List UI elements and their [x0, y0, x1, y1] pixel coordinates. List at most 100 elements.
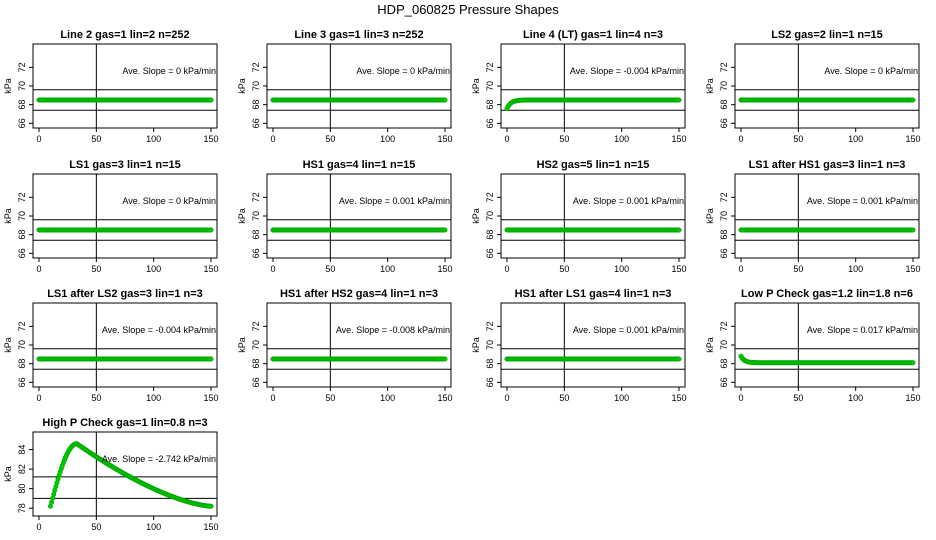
data-points [738, 353, 916, 366]
chart-panel-3: Line 4 (LT) gas=1 lin=4 n=3 0 50 100 150 66 68… [471, 29, 687, 144]
y-axis-label: kPa [237, 78, 247, 94]
chart-panel-8: LS1 after HS1 gas=3 lin=1 n=3 0 50 100 150 66… [705, 159, 921, 274]
panel-title: HS1 after LS1 gas=4 lin=1 n=3 [515, 288, 672, 300]
y-tick-label: 66 [485, 118, 495, 128]
x-tick-label: 50 [793, 134, 803, 144]
x-tick-label: 100 [614, 393, 629, 403]
x-tick-label: 100 [146, 522, 161, 532]
x-tick-label: 100 [380, 134, 395, 144]
panel-title: Line 4 (LT) gas=1 lin=4 n=3 [523, 29, 663, 41]
y-tick-label: 66 [485, 248, 495, 258]
slope-annotation: Ave. Slope = 0 kPa/min [356, 66, 450, 76]
y-tick-label: 68 [17, 230, 27, 240]
chart-panel-7: HS2 gas=5 lin=1 n=15 0 50 100 150 66 68 70 72 kPa… [471, 159, 687, 274]
data-points [36, 356, 214, 362]
chart-panel-13: High P Check gas=1 lin=0.8 n=3 0 50 100 150 7… [3, 417, 219, 532]
x-tick-label: 100 [614, 264, 629, 274]
x-tick-label: 50 [559, 134, 569, 144]
slope-annotation: Ave. Slope = -0.008 kPa/min [336, 325, 450, 335]
data-point [676, 97, 682, 103]
y-tick-label: 82 [17, 464, 27, 474]
y-tick-label: 66 [251, 248, 261, 258]
y-tick-label: 70 [251, 81, 261, 91]
y-axis-label: kPa [3, 208, 13, 224]
x-tick-label: 150 [437, 134, 452, 144]
y-tick-label: 66 [251, 377, 261, 387]
y-tick-label: 70 [251, 340, 261, 350]
plot-frame [32, 302, 218, 388]
plot-frame [500, 302, 686, 388]
chart-panel-1: Line 2 gas=1 lin=2 n=252 0 50 100 150 66 68 70 7… [3, 29, 219, 144]
y-tick-label: 68 [251, 230, 261, 240]
x-tick-label: 50 [91, 393, 101, 403]
data-point [910, 97, 916, 103]
data-point [208, 356, 214, 362]
x-tick-label: 150 [203, 522, 218, 532]
y-tick-label: 68 [485, 100, 495, 110]
y-tick-label: 68 [485, 230, 495, 240]
y-tick-label: 70 [485, 81, 495, 91]
panel-title: LS1 after HS1 gas=3 lin=1 n=3 [749, 159, 906, 171]
x-tick-label: 150 [437, 393, 452, 403]
y-tick-label: 70 [719, 211, 729, 221]
y-tick-label: 68 [251, 359, 261, 369]
y-axis-label: kPa [3, 78, 13, 94]
x-tick-label: 100 [380, 393, 395, 403]
y-tick-label: 70 [251, 211, 261, 221]
y-axis-label: kPa [471, 208, 481, 224]
chart-panel-4: LS2 gas=2 lin=1 n=15 0 50 100 150 66 68 70 72 kPa… [705, 29, 921, 144]
slope-annotation: Ave. Slope = 0.001 kPa/min [573, 325, 684, 335]
plot-frame [266, 43, 452, 129]
panel-title: HS1 gas=4 lin=1 n=15 [303, 159, 416, 171]
data-points [738, 227, 916, 233]
y-tick-label: 70 [17, 340, 27, 350]
x-tick-label: 150 [203, 393, 218, 403]
y-tick-label: 72 [485, 192, 495, 202]
y-tick-label: 70 [17, 81, 27, 91]
panel-title: HS1 after HS2 gas=4 lin=1 n=3 [280, 288, 438, 300]
data-point [910, 227, 916, 233]
slope-annotation: Ave. Slope = -0.004 kPa/min [570, 66, 684, 76]
y-tick-label: 72 [251, 321, 261, 331]
y-tick-label: 70 [485, 340, 495, 350]
x-tick-label: 0 [504, 393, 509, 403]
chart-panel-12: Low P Check gas=1.2 lin=1.8 n=6 0 50 100 150… [705, 288, 921, 403]
panel-title: Line 2 gas=1 lin=2 n=252 [60, 29, 189, 41]
y-axis-label: kPa [237, 337, 247, 353]
x-tick-label: 150 [905, 264, 920, 274]
panel-title: Line 3 gas=1 lin=3 n=252 [294, 29, 423, 41]
y-axis-label: kPa [3, 466, 13, 482]
x-tick-label: 0 [270, 134, 275, 144]
x-tick-label: 0 [36, 522, 41, 532]
x-tick-label: 150 [671, 393, 686, 403]
y-axis-label: kPa [705, 78, 715, 94]
x-tick-label: 0 [36, 264, 41, 274]
chart-panel-6: HS1 gas=4 lin=1 n=15 0 50 100 150 66 68 70 72 kPa… [237, 159, 453, 274]
chart-panel-11: HS1 after LS1 gas=4 lin=1 n=3 0 50 100 150 66… [471, 288, 687, 403]
panel-title: LS2 gas=2 lin=1 n=15 [771, 29, 883, 41]
y-tick-label: 68 [17, 359, 27, 369]
y-tick-label: 72 [485, 321, 495, 331]
y-tick-label: 66 [17, 248, 27, 258]
x-tick-label: 0 [504, 264, 509, 274]
plot-frame [500, 173, 686, 259]
y-axis-label: kPa [705, 208, 715, 224]
data-point [208, 503, 214, 509]
x-tick-label: 150 [203, 134, 218, 144]
slope-annotation: Ave. Slope = 0 kPa/min [122, 196, 216, 206]
chart-panel-5: LS1 gas=3 lin=1 n=15 0 50 100 150 66 68 70 72 kPa… [3, 159, 219, 274]
chart-panel-10: HS1 after HS2 gas=4 lin=1 n=3 0 50 100 150 66… [237, 288, 453, 403]
data-points [47, 441, 214, 509]
y-tick-label: 72 [251, 192, 261, 202]
data-points [504, 356, 682, 362]
data-points [36, 227, 214, 233]
figure-title: HDP_060825 Pressure Shapes [377, 2, 559, 17]
y-tick-label: 68 [485, 359, 495, 369]
x-tick-label: 50 [325, 134, 335, 144]
x-tick-label: 100 [848, 393, 863, 403]
x-tick-label: 0 [270, 393, 275, 403]
x-tick-label: 0 [36, 134, 41, 144]
data-point [442, 97, 448, 103]
x-tick-label: 50 [559, 264, 569, 274]
y-tick-label: 68 [251, 100, 261, 110]
